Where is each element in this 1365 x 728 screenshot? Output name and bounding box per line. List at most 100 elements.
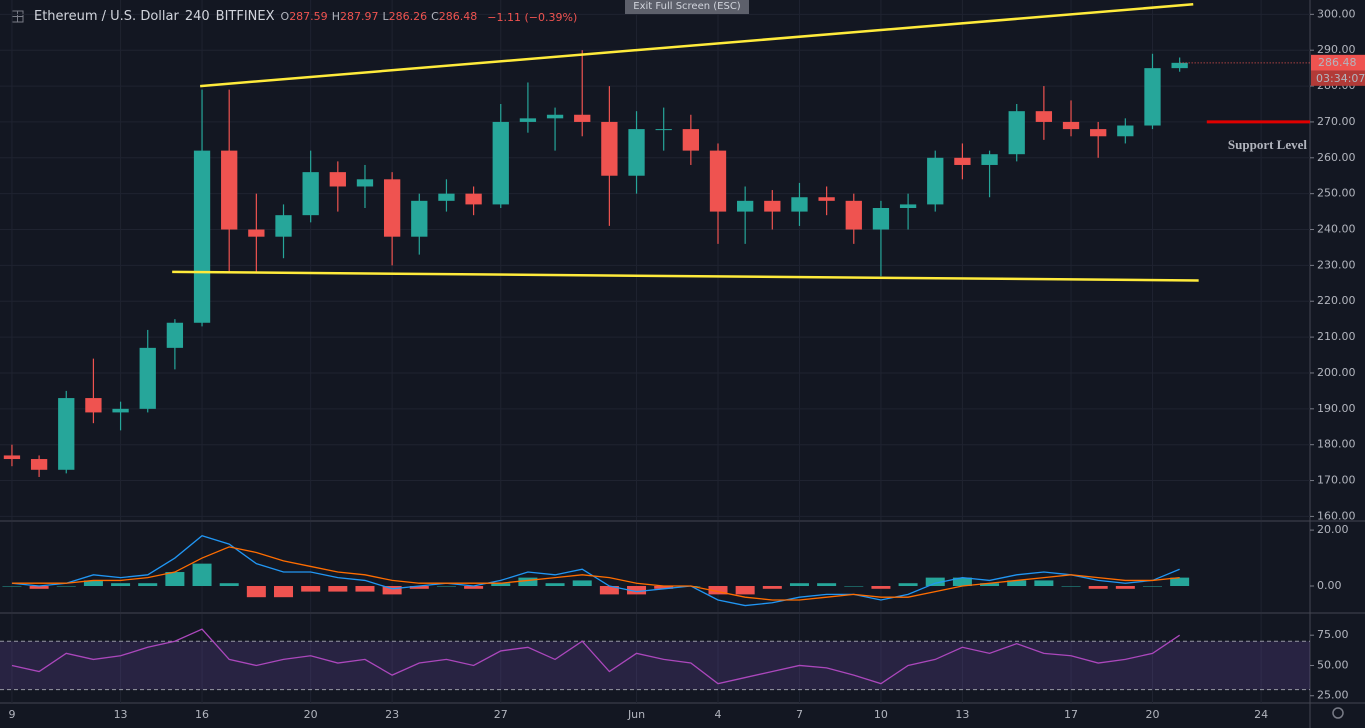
histogram-bar	[274, 586, 294, 598]
marks	[2, 3, 1310, 685]
y-tick-label: 300.00	[1317, 7, 1356, 20]
histogram-bar	[599, 586, 619, 595]
exchange: BITFINEX	[215, 9, 275, 24]
axis-labels: 91316202327Jun471013172024300.00290.0028…	[8, 7, 1365, 721]
candle-body	[465, 193, 482, 205]
candle-body	[628, 129, 645, 176]
histogram-bar	[436, 586, 456, 587]
price-axis	[1310, 0, 1365, 728]
x-tick-label: 13	[955, 708, 969, 721]
histogram-bar	[328, 586, 348, 592]
histogram-bar	[654, 586, 674, 589]
candle-body	[275, 215, 292, 237]
candle-body	[1008, 111, 1025, 155]
y-tick-label: 290.00	[1317, 43, 1356, 56]
histogram-bar	[382, 586, 402, 595]
candle-body	[546, 114, 564, 119]
support-label: Support Level	[1228, 137, 1307, 152]
rsi-band	[0, 641, 1310, 690]
x-tick-label: 20	[304, 708, 318, 721]
histogram-bar	[545, 583, 565, 587]
countdown-tag	[1311, 70, 1365, 86]
histogram-bar	[219, 583, 239, 587]
y-tick-label: 50.00	[1317, 658, 1349, 671]
countdown-label: 03:34:07	[1316, 72, 1365, 85]
candle-body	[383, 179, 401, 237]
ohlc-value: 287.97	[339, 10, 379, 23]
candle-body	[166, 322, 184, 348]
histogram-bar	[1170, 577, 1190, 587]
histogram-bar	[246, 586, 266, 598]
candle-body	[709, 150, 727, 212]
legend: Ethereum / U.S. Dollar 240 BITFINEX O287…	[34, 9, 577, 24]
candle-body	[1062, 121, 1080, 130]
x-tick-label: 24	[1254, 708, 1268, 721]
y-tick-label: 210.00	[1317, 330, 1356, 343]
ohlc-key: L	[382, 10, 389, 23]
histogram-bar	[952, 577, 972, 587]
candle-body	[112, 408, 129, 413]
symbol: Ethereum / U.S. Dollar	[34, 9, 179, 24]
histogram-bar	[817, 583, 837, 587]
price-tag-label: 286.48	[1318, 56, 1357, 69]
candle-body	[221, 150, 238, 230]
histogram-bar	[1034, 580, 1054, 587]
histogram-bar	[111, 583, 131, 587]
candle-body	[519, 118, 537, 122]
ohlc-value: 287.59	[289, 10, 328, 23]
x-tick-label: 13	[114, 708, 128, 721]
candle-body	[329, 172, 346, 187]
histogram-bar	[1115, 586, 1135, 589]
candle-body	[356, 179, 374, 187]
candle-body	[872, 208, 890, 230]
trendline	[200, 3, 1194, 88]
candle-body	[737, 200, 754, 212]
histogram-bar	[708, 586, 728, 595]
histogram-bar	[627, 586, 647, 595]
x-tick-label: 27	[494, 708, 508, 721]
y-tick-label: 220.00	[1317, 294, 1356, 307]
histogram-bar	[518, 577, 538, 587]
histogram-bar	[844, 586, 864, 587]
candle-body	[1035, 111, 1053, 122]
candle-body	[139, 347, 156, 409]
y-tick-label: 160.00	[1317, 509, 1356, 522]
histogram-bar	[29, 586, 49, 589]
candle-body	[193, 150, 211, 323]
candle-body	[411, 200, 428, 237]
y-tick-label: 260.00	[1317, 151, 1356, 164]
candle-body	[764, 200, 781, 212]
histogram-bar	[735, 586, 755, 595]
ohlc-legend: O287.59 H287.97 L286.26 C286.48	[281, 9, 482, 24]
candle-body	[655, 129, 672, 131]
candle-body	[438, 193, 455, 201]
candle-body	[954, 157, 971, 165]
histogram-bar	[1088, 586, 1108, 589]
candle-body	[30, 459, 48, 470]
candle-body	[981, 154, 998, 165]
candle-body	[601, 121, 618, 176]
y-tick-label: 270.00	[1317, 115, 1356, 128]
candle-body	[248, 229, 265, 237]
x-tick-label: 4	[715, 708, 722, 721]
histogram-bar	[980, 583, 1000, 587]
y-tick-label: 0.00	[1317, 579, 1342, 592]
change: −1.11 (−0.39%)	[487, 11, 578, 24]
candle-body	[3, 455, 21, 460]
histogram-bar	[491, 583, 511, 587]
toolbar-hint[interactable]: Exit Full Screen (ESC)	[625, 0, 749, 14]
interval: 240	[184, 9, 210, 24]
histogram-bar	[355, 586, 375, 592]
x-tick-label: Jun	[627, 708, 645, 721]
candle-body	[302, 172, 319, 216]
settings-icon[interactable]	[1332, 707, 1344, 719]
y-tick-label: 230.00	[1317, 258, 1356, 271]
histogram-bar	[2, 586, 22, 587]
candle-body	[492, 121, 509, 205]
candle-body	[574, 114, 591, 122]
ohlc-key: C	[431, 10, 439, 23]
candle-body	[1171, 62, 1188, 69]
